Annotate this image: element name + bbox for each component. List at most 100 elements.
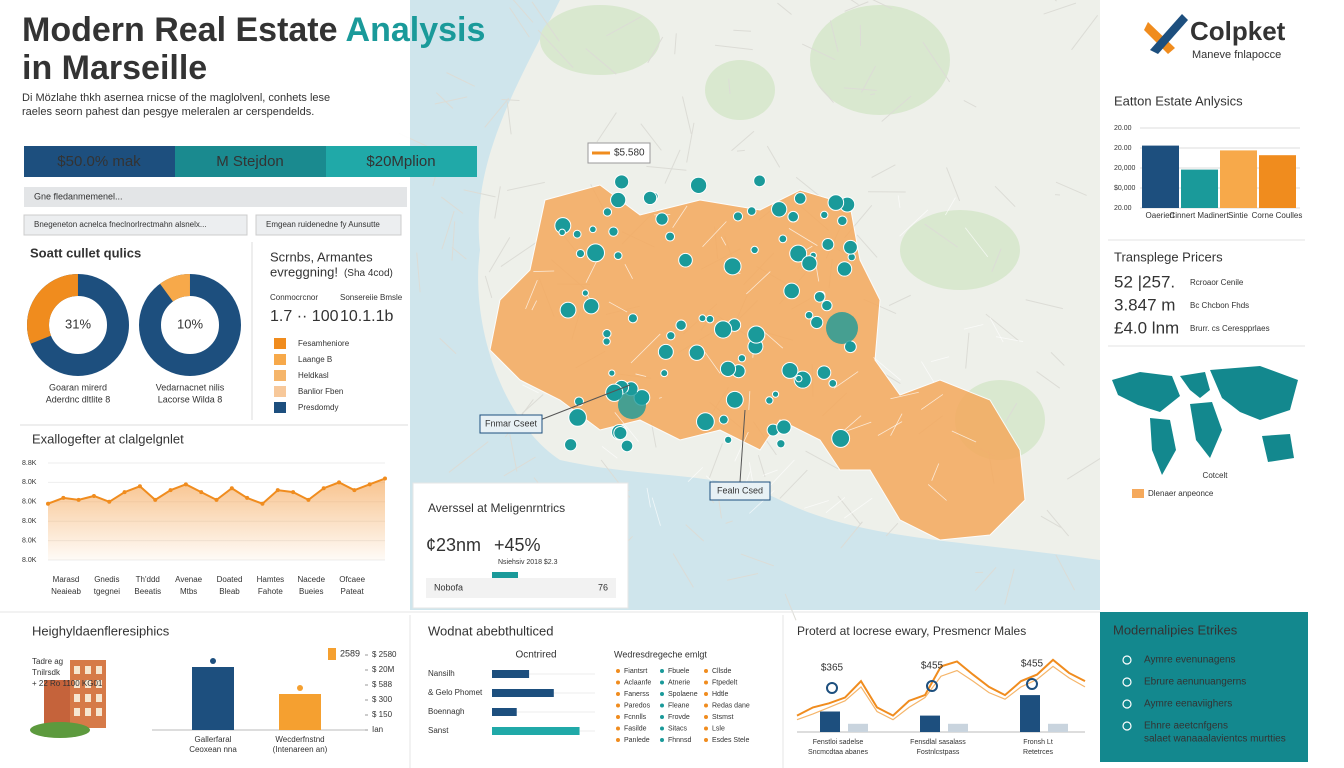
price-note: Brurr. cs Cerespprlaes <box>1190 324 1270 333</box>
map-marker <box>789 244 808 263</box>
y-tick-label: Boennagh <box>428 707 464 716</box>
map-street <box>451 246 467 260</box>
window <box>96 694 102 702</box>
map-marker <box>820 210 829 220</box>
legend-label: Fesamheniore <box>298 339 350 348</box>
brand-name: Colpket <box>1190 16 1286 46</box>
trend-point <box>275 488 280 493</box>
map-marker <box>608 369 616 377</box>
map-marker <box>827 194 845 211</box>
list-item: Sitacs <box>668 725 688 732</box>
metric-note: Nsiehsiv 2018 $2.3 <box>498 559 558 566</box>
map-street <box>736 149 745 152</box>
map-street <box>646 165 687 171</box>
map-street <box>672 553 694 588</box>
list-item: Fbuele <box>668 668 690 675</box>
x-tick-label: Cinnert Madinert <box>1169 211 1229 220</box>
district-border <box>804 500 829 509</box>
map-street <box>439 337 457 355</box>
x-tick-label: Sncmcdtaa abanes <box>808 749 868 756</box>
section-title: Heighyldaenfleresiphics <box>32 623 170 638</box>
district-border <box>720 236 727 246</box>
map-marker <box>581 289 589 297</box>
metric-footer <box>426 578 616 598</box>
world-land <box>1150 418 1176 475</box>
map-street <box>500 241 538 267</box>
map-marker <box>801 255 818 272</box>
map-marker <box>618 391 646 419</box>
donut-track <box>139 274 241 376</box>
shrub <box>30 722 90 738</box>
map-marker <box>620 439 634 453</box>
list-item: Atnerie <box>668 679 690 686</box>
map-marker <box>642 190 658 206</box>
map-street <box>434 96 468 105</box>
subtitle: Di Mözlahe thkh asernea rnicse of the ma… <box>22 92 330 104</box>
district-border <box>995 336 1024 342</box>
section-title: Transplege Pricers <box>1114 249 1223 264</box>
list-bullet <box>704 669 708 673</box>
trend-point <box>153 497 158 502</box>
list-bullet <box>616 692 620 696</box>
bar <box>492 727 580 735</box>
district-border <box>624 264 633 280</box>
map-street <box>740 553 774 567</box>
trend-point <box>76 497 81 502</box>
bar <box>1020 695 1040 732</box>
map-street <box>733 29 752 32</box>
map-street <box>1055 554 1076 591</box>
section-title: Exallogefter at clalgelgnlet <box>32 431 184 446</box>
price-note: Bc Chcbon Fhds <box>1190 301 1249 310</box>
district-border <box>877 421 903 436</box>
legend-swatch <box>1132 489 1144 498</box>
map-marker <box>660 369 669 378</box>
map-street <box>727 573 759 581</box>
map-marker <box>675 319 687 331</box>
y-tick-label: $ 300 <box>372 695 393 704</box>
bar <box>1259 155 1296 208</box>
map-street <box>448 441 489 473</box>
metric-footer-label: Nobofa <box>434 582 463 592</box>
card-title: Averssel at Meligenrntrics <box>428 501 565 515</box>
map-street <box>991 248 1002 272</box>
map-street <box>728 78 731 94</box>
district-border <box>746 271 771 295</box>
map-street <box>805 450 839 470</box>
map-street <box>1055 181 1087 196</box>
map-street <box>844 1 869 12</box>
legend-swatch <box>274 386 286 397</box>
window <box>74 694 80 702</box>
map-marker <box>783 282 800 300</box>
district-border <box>846 421 872 432</box>
list-item: Fanerss <box>624 691 650 698</box>
column-header: Ocntrired <box>515 650 556 661</box>
district-border <box>635 373 647 377</box>
label-marker <box>826 682 838 694</box>
bar-marker <box>210 658 216 664</box>
list-bullet <box>616 738 620 742</box>
district-border <box>833 371 859 389</box>
logo-mark <box>1150 14 1188 54</box>
y-tick-label: 8.8K <box>22 460 37 467</box>
donut-label: 31% <box>65 316 91 331</box>
building-note: Tnilrsdk <box>32 668 61 677</box>
map-marker <box>826 312 858 344</box>
y-tick-label: 8.0K <box>22 537 37 544</box>
trend-point <box>229 486 234 491</box>
list-item: Hdtle <box>712 691 728 698</box>
map-marker <box>568 408 587 427</box>
section-title: Wodnat abebthulticed <box>428 623 554 638</box>
list-item: Paredos <box>624 702 651 709</box>
x-tick-label: Neaieab <box>51 587 81 596</box>
map-street <box>596 112 617 143</box>
x-tick-label: Gallerfaral <box>195 735 232 744</box>
building-note: Tadre ag <box>32 657 63 666</box>
map-marker <box>747 325 766 344</box>
district-border <box>734 431 749 462</box>
x-tick-label: Ceoxean nna <box>189 745 237 754</box>
map-marker <box>765 396 774 405</box>
x-tick-label: Beeatis <box>134 587 161 596</box>
map-marker <box>589 225 597 234</box>
map-street <box>714 44 753 51</box>
